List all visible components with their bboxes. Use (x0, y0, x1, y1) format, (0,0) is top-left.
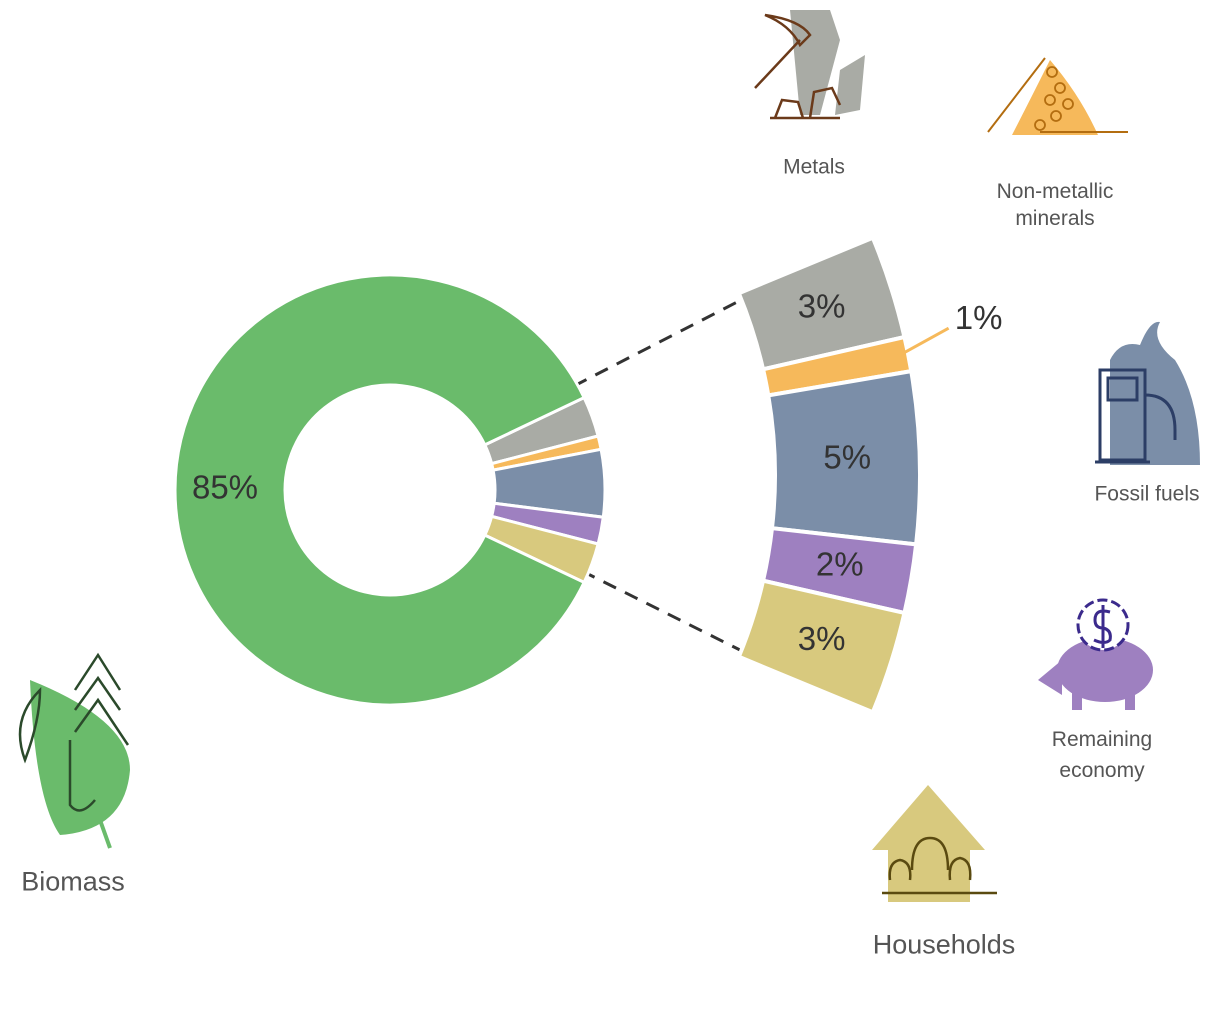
category-label: Households (872, 929, 1016, 960)
value-label: 5% (823, 438, 871, 475)
category-label: Biomass (21, 866, 125, 897)
minerals-icon (987, 57, 1128, 135)
category-label: Metals (783, 155, 845, 179)
biomass-icon (18, 652, 130, 849)
category-label: Non-metallic minerals (996, 180, 1114, 230)
leader-line (897, 326, 950, 358)
category-label: Fossil fuels (1094, 482, 1200, 506)
connectors (573, 296, 751, 657)
value-label: 3% (798, 287, 846, 324)
value-label: 2% (816, 545, 864, 582)
donut-slice (173, 273, 587, 707)
economy-icon (1038, 598, 1153, 710)
value-label: 3% (798, 620, 846, 657)
exploded-segment (736, 578, 907, 715)
metals-icon (754, 10, 865, 120)
households-icon (872, 785, 997, 902)
category-label: Remaining economy (1051, 728, 1153, 782)
icons (18, 10, 1200, 902)
fossil-icon (1095, 321, 1200, 465)
value-label: 85% (192, 469, 258, 506)
value-label: 1% (955, 299, 1003, 336)
